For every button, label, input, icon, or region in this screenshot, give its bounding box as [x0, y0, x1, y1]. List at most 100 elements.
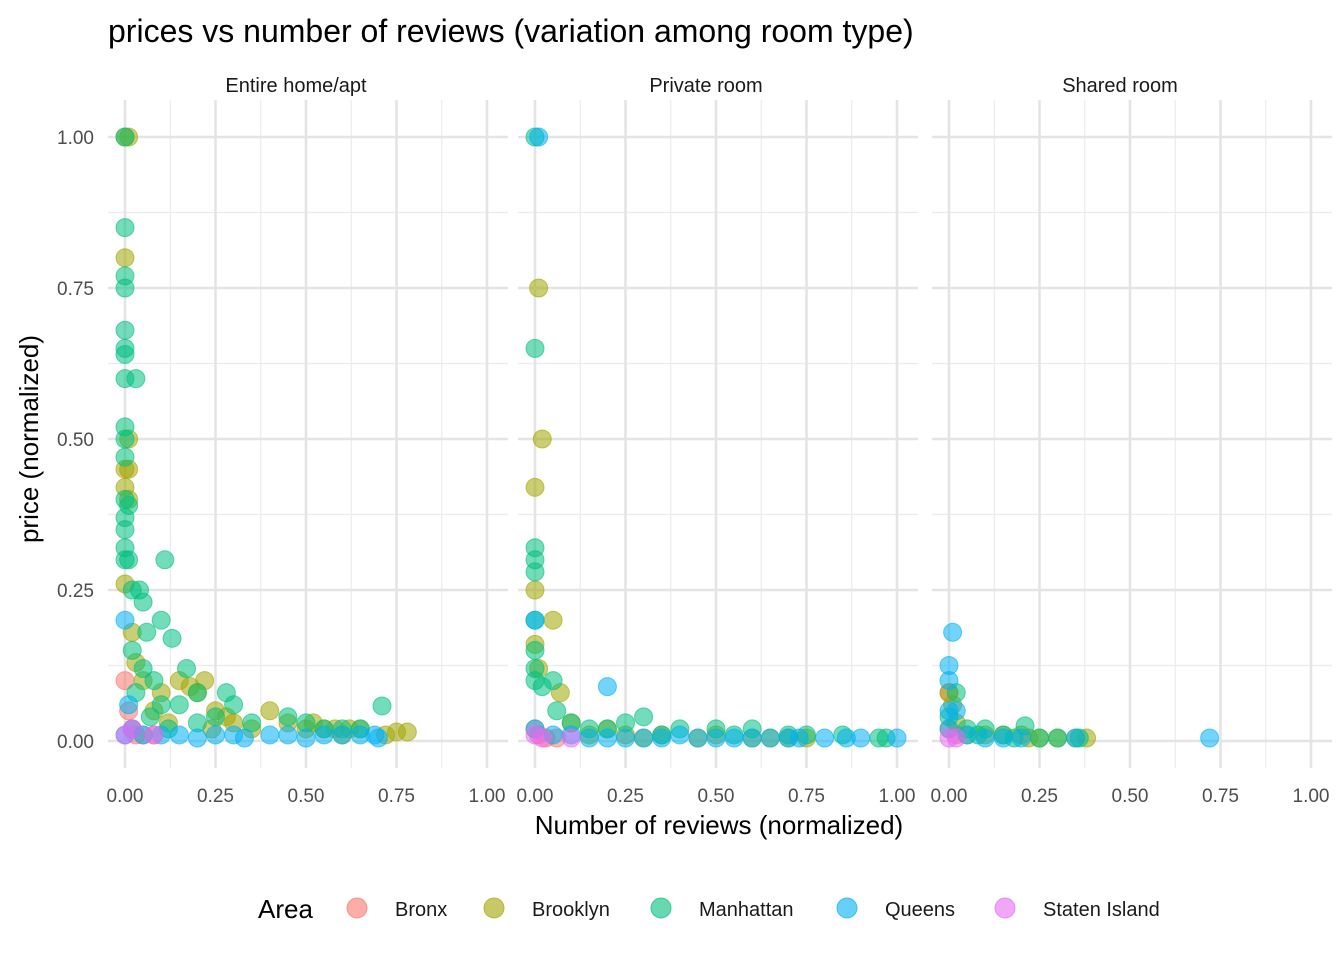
legend-key: [650, 897, 672, 919]
data-point: [177, 659, 197, 679]
data-point: [634, 728, 654, 748]
data-point: [206, 707, 225, 727]
data-point: [579, 728, 599, 748]
data-point: [851, 728, 871, 748]
x-tick-label: 0.75: [1202, 786, 1239, 807]
data-point: [943, 622, 963, 642]
x-tick-label: 1.00: [469, 786, 506, 807]
facet-strip-label: Private room: [649, 75, 762, 97]
x-tick-label: 0.25: [1021, 786, 1058, 807]
data-point: [206, 725, 225, 745]
data-point: [187, 683, 207, 703]
data-point: [278, 707, 298, 727]
data-point: [133, 592, 153, 612]
data-point: [529, 278, 549, 298]
data-point: [946, 701, 966, 721]
data-point: [939, 671, 959, 691]
data-point: [532, 728, 552, 748]
data-point: [115, 278, 135, 298]
data-point: [119, 550, 139, 570]
y-tick-label: 0.75: [57, 279, 94, 300]
legend-label: Brooklyn: [532, 899, 610, 921]
data-point: [144, 725, 164, 745]
data-point: [140, 707, 160, 727]
x-tick-label: 0.25: [607, 786, 644, 807]
legend-key: [346, 897, 368, 919]
data-point: [946, 728, 966, 748]
data-point: [224, 695, 244, 715]
facet-strip-label: Entire home/apt: [225, 75, 367, 97]
chart-title: prices vs number of reviews (variation a…: [108, 13, 914, 49]
data-point: [144, 671, 164, 691]
data-point: [1011, 728, 1031, 748]
x-tick-label: 0.50: [288, 786, 325, 807]
data-point: [706, 728, 726, 748]
data-point: [314, 725, 334, 745]
data-point: [115, 429, 135, 449]
data-point: [169, 695, 189, 715]
data-point: [151, 695, 171, 715]
facet-panel: Shared room 0.00 0.25 0.50 0.75 1.00: [931, 75, 1332, 807]
data-point: [688, 728, 708, 748]
legend-key: [994, 897, 1016, 919]
legend-title: Area: [258, 894, 313, 924]
data-point: [742, 728, 762, 748]
data-point: [115, 248, 135, 268]
x-axis-title: Number of reviews (normalized): [535, 810, 903, 840]
legend-label: Manhattan: [699, 899, 794, 921]
data-point: [525, 580, 545, 600]
data-point: [296, 728, 316, 748]
data-point: [547, 701, 567, 721]
y-tick-label: 0.50: [57, 430, 94, 451]
data-point: [397, 722, 417, 742]
data-point: [133, 659, 153, 679]
data-point: [789, 728, 809, 748]
legend-label: Bronx: [395, 899, 447, 921]
data-point: [1048, 728, 1068, 748]
data-point: [525, 640, 545, 660]
x-tick-label: 0.50: [1112, 786, 1149, 807]
data-point: [122, 719, 142, 739]
data-point: [525, 477, 545, 497]
facet-panel: Entire home/apt 0.00 0.25 0.50 0.75 1.00 0.00 0…: [57, 75, 508, 807]
data-point: [332, 725, 352, 745]
data-point: [260, 701, 280, 721]
data-point: [597, 677, 617, 697]
facet-strip-label: Shared room: [1062, 75, 1178, 97]
x-tick-label: 1.00: [1293, 786, 1330, 807]
facet-panels: Entire home/apt 0.00 0.25 0.50 0.75 1.00 0.00 0…: [57, 75, 1332, 807]
data-point: [815, 728, 835, 748]
data-point: [234, 728, 254, 748]
data-point: [115, 127, 135, 147]
data-point: [561, 728, 581, 748]
data-point: [115, 344, 135, 364]
data-point: [532, 429, 552, 449]
legend-label: Staten Island: [1043, 899, 1160, 921]
data-point: [115, 320, 135, 340]
data-point: [115, 218, 135, 238]
legend: Area Bronx Brooklyn Manhattan Queens Staten …: [258, 894, 1160, 924]
x-tick-label: 1.00: [879, 786, 916, 807]
legend-key: [836, 897, 858, 919]
data-point: [616, 728, 635, 748]
data-point: [543, 610, 563, 630]
data-point: [119, 695, 139, 715]
x-tick-label: 0.00: [517, 786, 554, 807]
data-point: [162, 628, 182, 648]
data-point: [372, 696, 392, 716]
y-tick-label: 1.00: [57, 128, 94, 149]
y-tick-label: 0.00: [57, 732, 94, 753]
data-point: [529, 127, 549, 147]
data-point: [525, 562, 545, 582]
data-point: [115, 520, 135, 540]
data-point: [1200, 728, 1220, 748]
facet-panel: Private room 0.00 0.25 0.50 0.75 1.00: [517, 75, 918, 807]
data-point: [634, 707, 654, 727]
legend-label: Queens: [885, 899, 955, 921]
x-tick-label: 0.00: [931, 786, 968, 807]
data-point: [260, 725, 280, 745]
x-tick-label: 0.75: [378, 786, 415, 807]
data-point: [137, 622, 157, 642]
y-axis-title: price (normalized): [14, 335, 44, 543]
